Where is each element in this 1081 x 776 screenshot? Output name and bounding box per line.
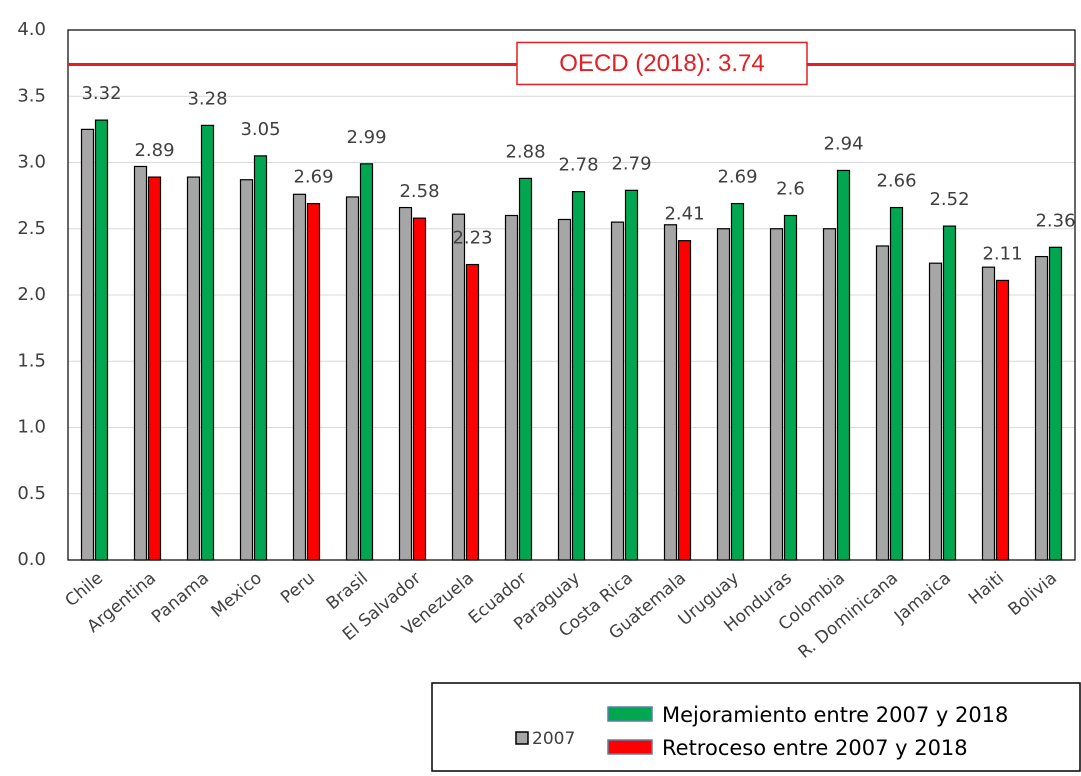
y-tick-label: 0.5 [17,483,46,504]
data-label: 2.23 [452,228,492,249]
bar [663,224,678,561]
plot-border [67,29,1076,561]
data-label: 2.58 [399,181,439,202]
bar [306,202,321,561]
data-label: 2.99 [346,127,386,148]
x-tick-label: Chile [61,568,106,611]
bar [94,119,109,561]
bar [677,240,692,561]
legend-swatch [607,706,653,722]
bar [345,196,360,561]
bar [1034,255,1049,561]
data-label: 2.69 [293,167,333,188]
legend-swatch [515,731,529,745]
x-tick-label: Panama [148,568,213,627]
bar [875,245,890,561]
bar [730,202,745,561]
legend-label: Retroceso entre 2007 y 2018 [662,736,968,760]
y-tick-label: 2.5 [17,218,46,239]
bar [292,193,307,561]
bar [200,124,215,561]
legend-label: 2007 [532,729,575,749]
bar [359,163,374,561]
bar [186,176,201,561]
y-tick-label: 2.0 [17,284,46,305]
bar [769,228,784,561]
bar [557,218,572,561]
bar [451,213,466,561]
data-label: 2.94 [823,133,863,154]
data-label: 2.89 [134,140,174,161]
bar [942,225,957,561]
bar [465,263,480,561]
data-label: 2.41 [664,204,704,225]
bar [518,177,533,561]
legend-swatch [607,739,653,755]
bar [995,279,1010,561]
bar [610,221,625,561]
reference-label-box [516,41,808,86]
data-label: 2.36 [1035,210,1075,231]
bar [928,262,943,561]
bar [504,214,519,561]
y-tick-label: 1.5 [17,350,46,371]
y-tick-label: 1.0 [17,417,46,438]
x-tick-label: Haiti [965,568,1008,609]
bar [889,206,904,561]
bar [571,191,586,561]
bar [822,228,837,561]
y-tick-label: 0.0 [17,549,46,570]
bar [253,155,268,561]
bar [981,266,996,561]
bar [147,176,162,561]
y-tick-label: 3.5 [17,85,46,106]
data-label: 2.78 [558,155,598,176]
x-tick-label: Bolivia [1005,568,1061,620]
x-tick-label: Mexico [208,568,266,621]
bar [783,214,798,561]
x-tick-label: Jamaica [890,568,955,627]
data-label: 3.28 [187,88,227,109]
bar [716,228,731,561]
data-label: 3.05 [240,119,280,140]
x-tick-label: Peru [277,568,319,608]
data-label: 2.11 [982,243,1022,264]
data-label: 2.6 [776,179,805,200]
y-tick-label: 3.0 [17,152,46,173]
reference-label: OECD (2018): 3.74 [559,50,764,77]
legend-label: Mejoramiento entre 2007 y 2018 [662,703,1008,727]
bar [624,189,639,561]
data-label: 2.79 [611,153,651,174]
bar [836,169,851,561]
data-label: 3.32 [81,83,121,104]
y-tick-label: 4.0 [17,19,46,40]
bar [398,206,413,561]
data-label: 2.52 [929,189,969,210]
data-label: 2.66 [876,171,916,192]
legend-box [431,682,1081,772]
data-label: 2.69 [717,167,757,188]
bar [1048,246,1063,561]
data-label: 2.88 [505,141,545,162]
bar [133,165,148,561]
bar [239,179,254,561]
bar [412,217,427,561]
bar [80,128,95,561]
